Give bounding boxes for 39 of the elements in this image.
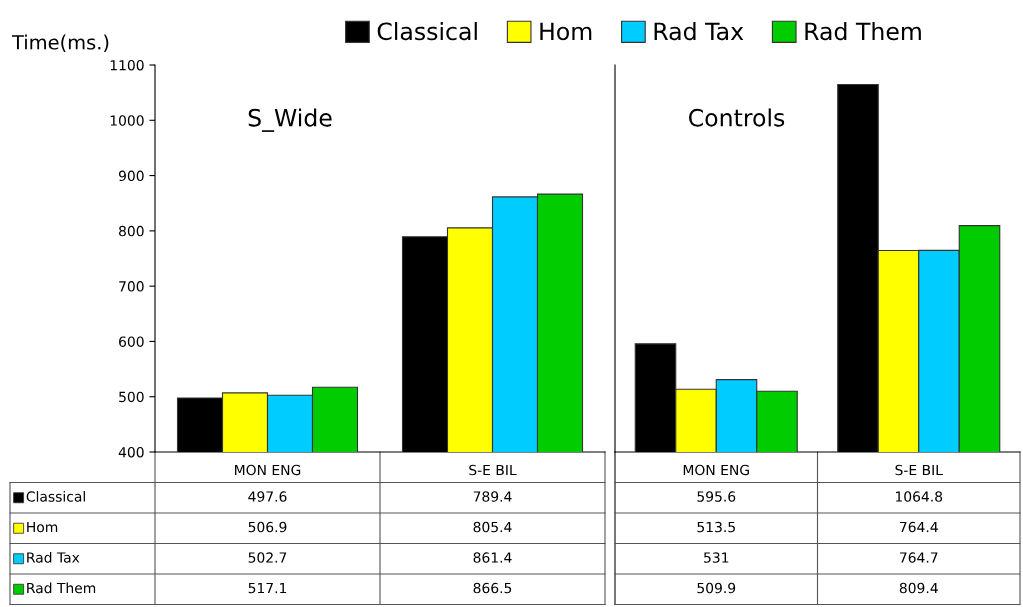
data-label: 502.7 — [248, 552, 287, 563]
legend-label: Classical — [377, 21, 477, 41]
y-tick-label: 900 — [118, 170, 144, 182]
data-label: 497.6 — [248, 491, 287, 502]
data-label: 805.4 — [473, 521, 512, 533]
data-label: 509.9 — [697, 582, 736, 594]
y-tick-label: 800 — [119, 225, 144, 237]
legend-label: Hom — [27, 521, 58, 533]
y-tick-label: 500 — [119, 391, 144, 403]
data-label: 764.4 — [900, 521, 938, 533]
x-tick-label: MON ENG — [683, 464, 749, 476]
x-tick-label: S-E BIL — [895, 464, 943, 476]
data-label: 789.4 — [473, 491, 512, 502]
text: Controls — [689, 108, 785, 127]
y-axis-title: Time(ms.) — [11, 34, 109, 52]
y-tick-label: 1100 — [110, 59, 144, 71]
y-tick-label: 400 — [118, 446, 144, 458]
data-label: 595.6 — [697, 491, 736, 502]
y-tick-label: 1000 — [110, 115, 144, 126]
text: S_Wide — [248, 108, 332, 132]
legend-label: Rad Them — [27, 582, 96, 594]
data-label: 866.5 — [473, 582, 512, 594]
y-tick-label: 700 — [119, 281, 144, 292]
data-label: 513.5 — [697, 521, 735, 533]
y-tick-label: 600 — [119, 336, 144, 347]
data-label: 1064.8 — [895, 491, 943, 502]
legend-label: Rad Tax — [27, 552, 80, 563]
data-label: 809.4 — [899, 582, 938, 594]
data-label: 531 — [704, 552, 729, 563]
legend-label: Hom — [540, 22, 592, 41]
data-label: 861.4 — [473, 552, 512, 563]
x-tick-label: MON ENG — [235, 464, 301, 476]
legend-label: Rad Tax — [654, 21, 744, 41]
data-label: 506.9 — [248, 521, 287, 533]
data-label: 517.1 — [248, 582, 287, 594]
legend-label: Rad Them — [805, 21, 921, 41]
data-label: 764.7 — [900, 552, 938, 563]
legend-label: Classical — [26, 491, 85, 502]
x-tick-label: S-E BIL — [469, 464, 517, 476]
